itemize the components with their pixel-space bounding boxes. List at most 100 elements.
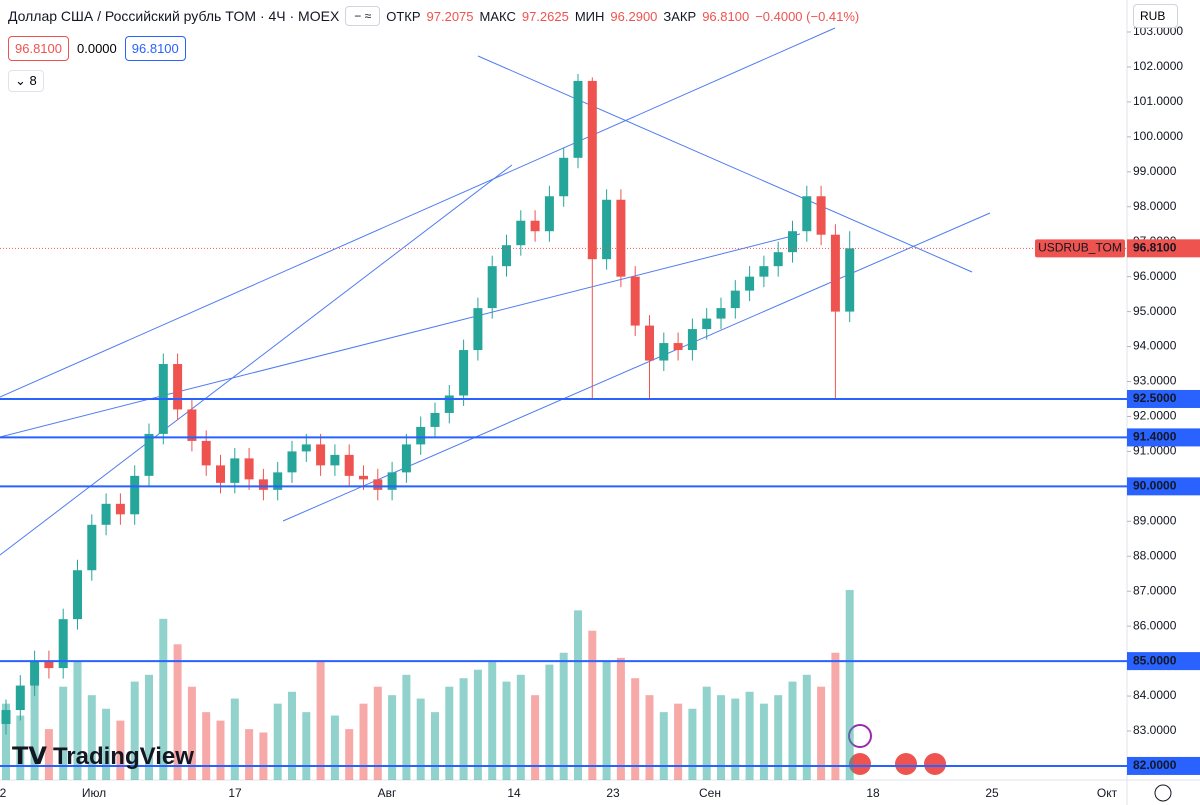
candle-body [502,245,511,267]
x-tick-label: 2 [0,786,7,800]
candle-body [230,458,240,483]
candle-body [144,433,154,476]
y-tick-label: 88.0000 [1133,548,1177,562]
volume-bar [316,661,325,780]
ohlc-value: 97.2625 [521,8,569,24]
candle-body [444,395,454,413]
sell-button[interactable]: 96.8100 [8,36,69,61]
x-tick-label: 17 [228,786,242,800]
ohlc-value: 96.2900 [610,8,658,24]
ohlc-label: ОТКР [386,8,421,24]
x-tick-label: Июл [82,786,106,800]
candle-body [258,479,268,490]
candle-body [702,318,712,330]
logo-text: TradingView [52,742,194,770]
level-label-box [1127,389,1200,408]
ohlc-label: ЗАКР [663,8,697,24]
order-row: 96.8100 0.0000 96.8100 [8,36,186,61]
volume-bar [288,691,296,780]
candle-body [473,308,483,351]
y-tick-label: 98.0000 [1133,199,1177,213]
change: −0.4000 (−0.41%) [755,8,860,24]
volume-bar [130,681,139,780]
compare-button[interactable]: − ≈ [345,6,381,26]
candle-body [659,343,669,361]
volume-bar [674,703,683,780]
candle-body [645,325,654,361]
volume-layer [2,590,854,780]
y-tick-label: 101.0000 [1133,94,1183,108]
y-tick-label: 91.0000 [1133,444,1177,458]
volume-bar [574,610,582,780]
x-tick-label: Сен [699,786,721,800]
level-label: 90.0000 [1133,479,1177,493]
candle-body [716,308,726,319]
last-price-label: 96.8100 [1133,241,1177,255]
candle-body [830,234,840,312]
volume-bar [230,698,239,780]
volume-bar [688,708,697,780]
candle-body [587,80,597,260]
volume-bar [516,674,525,780]
last-price-name: USDRUB_TOM [1038,241,1122,255]
candle-body [44,661,54,669]
volume-bar [345,729,354,780]
trend-line [0,27,836,398]
level-label-box [1127,756,1200,775]
volume-bar [187,686,196,780]
candle-body [87,524,97,571]
y-tick-label: 84.0000 [1133,688,1177,702]
candle-body [15,685,25,711]
volume-bar [431,712,439,780]
level-label: 92.5000 [1133,391,1177,405]
candle-body [115,503,125,515]
candle-body [616,199,626,277]
event-icon[interactable] [849,753,871,775]
candle-body [373,479,383,490]
y-tick-label: 95.0000 [1133,304,1177,318]
event-icon[interactable] [895,753,917,775]
volume-bar [488,661,497,780]
settings-button[interactable] [1154,784,1172,802]
volume-bar [545,664,554,780]
volume-bar [402,674,411,780]
volume-bar [774,695,783,780]
volume-bar [817,686,826,780]
volume-bar [645,695,654,780]
indicators-toggle[interactable]: ⌄ 8 [8,70,44,92]
volume-bar [59,686,68,780]
volume-bar [717,695,725,780]
event-icon[interactable] [924,753,946,775]
candle-body [416,426,426,445]
x-tick-label: 18 [866,786,880,800]
currency-button[interactable]: RUB [1133,4,1179,28]
ohlc-value: 96.8100 [702,8,750,24]
symbol-title[interactable]: Доллар США / Российский рубль TOM · 4Ч ·… [8,8,340,24]
level-label: 91.4000 [1133,430,1177,444]
candle-body [487,266,497,309]
volume-bar [616,657,625,780]
x-tick-label: 25 [985,786,999,800]
volume-bar [273,703,282,780]
y-tick-label: 87.0000 [1133,583,1177,597]
candle-body [773,252,783,267]
volume-bar [731,698,740,780]
y-tick-label: 93.0000 [1133,374,1177,388]
volume-bar [631,678,640,780]
volume-bar [416,698,425,780]
y-tick-label: 83.0000 [1133,723,1177,737]
volume-bar [116,720,125,780]
volume-bar [802,674,811,780]
volume-bar [30,678,39,780]
candle-body [316,444,326,466]
volume-bar [145,674,153,780]
buy-button[interactable]: 96.8100 [124,36,186,61]
ohlc-label: МИН [574,8,605,24]
candle-body [530,220,540,232]
candle-body [401,444,411,473]
candle-body [673,343,683,351]
level-label: 82.0000 [1133,758,1177,772]
volume-bar [788,681,797,780]
trend-line [477,55,973,273]
x-tick-label: Окт [1097,786,1118,800]
